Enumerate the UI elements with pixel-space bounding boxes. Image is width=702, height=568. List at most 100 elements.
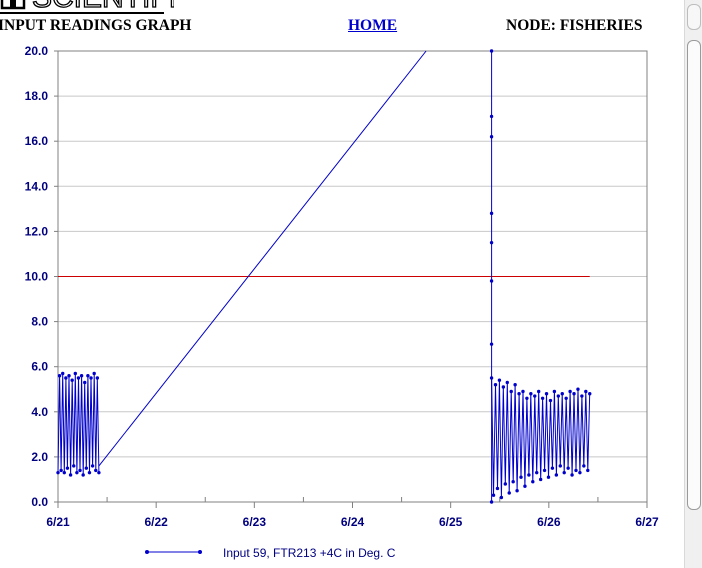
- x-tick-label: 6/26: [537, 515, 561, 529]
- data-point: [513, 383, 517, 387]
- data-point: [68, 473, 73, 477]
- data-point: [536, 389, 541, 394]
- data-point: [86, 374, 90, 378]
- legend-label: Input 59, FTR213 +4C in Deg. C: [223, 546, 396, 560]
- data-point: [83, 380, 87, 385]
- node-label: NODE: FISHERIES: [506, 17, 643, 34]
- y-tick-label: 0.0: [31, 495, 48, 509]
- x-tick-label: 6/24: [341, 515, 365, 529]
- y-tick-label: 18.0: [25, 89, 49, 103]
- data-point: [570, 473, 574, 477]
- data-point: [497, 378, 502, 382]
- data-point: [90, 464, 95, 468]
- input-readings-chart: 0.0 2.0 4.0 6.0 8.0 10.0 12.0 14.0 16.0 18.0 20.0 6…: [25, 44, 659, 560]
- legend-marker-left: [145, 550, 149, 554]
- axes: 0.0 2.0 4.0 6.0 8.0 10.0 12.0 14.0 16.0 18.0 20.0 6…: [25, 44, 659, 529]
- data-point: [527, 473, 531, 477]
- data-point: [499, 495, 504, 500]
- data-point: [529, 392, 533, 396]
- scrollbar-thumb[interactable]: [687, 40, 701, 510]
- y-tick-label: 12.0: [25, 224, 49, 238]
- data-point: [525, 396, 529, 400]
- data-point: [550, 466, 555, 470]
- data-point: [572, 392, 576, 396]
- y-tick-label: 4.0: [31, 405, 48, 419]
- y-tick-label: 16.0: [25, 134, 49, 148]
- data-point: [540, 396, 545, 400]
- data-point: [495, 486, 500, 491]
- data-point: [84, 466, 89, 470]
- scroll-up-button[interactable]: [687, 4, 701, 30]
- data-point: [489, 279, 494, 283]
- data-point: [489, 376, 494, 380]
- data-point: [89, 376, 93, 380]
- data-point: [531, 480, 535, 484]
- data-point: [568, 389, 572, 394]
- data-point: [566, 466, 570, 470]
- data-point: [79, 374, 84, 378]
- x-tick-label: 6/21: [46, 515, 70, 529]
- data-point: [507, 491, 511, 495]
- scientific-logo: SCIENTIFIC: [0, 0, 174, 14]
- y-tick-label: 2.0: [31, 450, 48, 464]
- page-title: INPUT READINGS GRAPH: [0, 17, 192, 34]
- data-point: [59, 468, 63, 473]
- data-point: [552, 389, 557, 394]
- data-point: [489, 49, 494, 53]
- data-point: [519, 475, 523, 479]
- data-point: [94, 468, 98, 473]
- data-point: [75, 470, 79, 475]
- data-point: [556, 394, 561, 398]
- y-tick-label: 10.0: [25, 270, 49, 284]
- data-point: [503, 482, 508, 486]
- data-point: [64, 376, 68, 380]
- data-point: [489, 114, 494, 119]
- data-point: [588, 392, 592, 396]
- y-tick-label: 6.0: [31, 360, 48, 374]
- data-point: [493, 383, 498, 387]
- legend-marker-right: [198, 550, 202, 554]
- y-tick-label: 14.0: [25, 179, 49, 193]
- data-point: [505, 380, 509, 385]
- data-point: [73, 371, 78, 376]
- data-point: [56, 470, 60, 475]
- data-point: [92, 371, 96, 376]
- data-point: [574, 468, 578, 473]
- data-point: [535, 470, 539, 475]
- data-point: [542, 468, 547, 473]
- data-point: [491, 493, 496, 497]
- x-tick-label: 6/22: [144, 515, 168, 529]
- data-point: [538, 477, 543, 482]
- data-point: [580, 394, 584, 398]
- x-tick-label: 6/27: [635, 515, 659, 529]
- data-point: [62, 470, 66, 475]
- data-point: [489, 134, 494, 139]
- data-point: [61, 371, 65, 376]
- data-point: [72, 464, 76, 468]
- y-tick-label: 20.0: [25, 44, 49, 58]
- data-point: [560, 392, 564, 396]
- data-point: [501, 385, 506, 389]
- data-point: [546, 475, 551, 479]
- data-point: [558, 464, 562, 468]
- page: SCIENTIFIC INPUT READINGS GRAPH HOME NOD…: [0, 0, 660, 560]
- data-point: [509, 389, 513, 394]
- legend: Input 59, FTR213 +4C in Deg. C: [145, 546, 396, 560]
- data-point: [576, 387, 580, 391]
- data-point: [489, 240, 494, 245]
- home-link[interactable]: HOME: [348, 17, 398, 34]
- data-point: [562, 470, 566, 475]
- data-point: [515, 489, 519, 493]
- data-point: [70, 378, 74, 382]
- data-point: [548, 398, 553, 403]
- series-line-early-readings: [57, 373, 100, 475]
- data-point: [533, 394, 537, 398]
- data-point: [489, 342, 494, 346]
- data-point: [78, 468, 82, 473]
- x-tick-label: 6/23: [243, 515, 267, 529]
- data-point: [87, 470, 92, 475]
- data-point: [523, 484, 527, 488]
- data-point: [582, 464, 586, 468]
- series-line-linear-ramp: [98, 50, 427, 467]
- vertical-scrollbar[interactable]: [684, 0, 702, 568]
